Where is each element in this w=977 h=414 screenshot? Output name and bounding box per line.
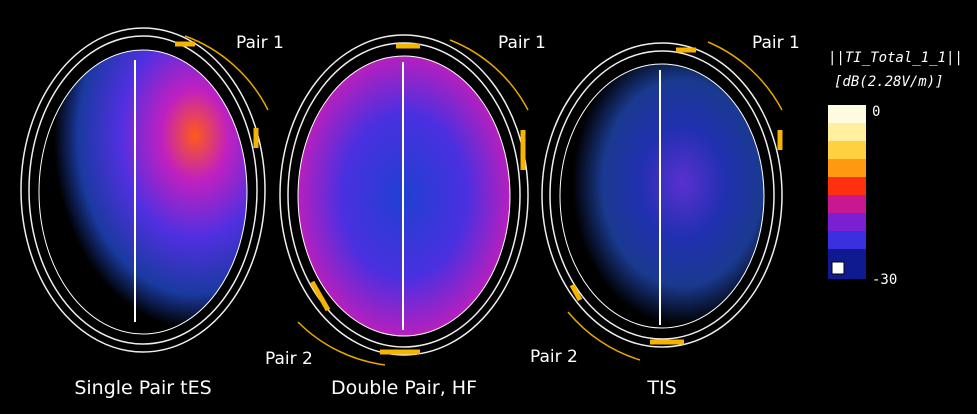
band <box>828 213 866 231</box>
panel: Pair 1 Pair 2 Double Pair, HF <box>265 33 546 399</box>
band <box>828 159 866 177</box>
colorbar-title: ||TI_Total_1_1|| <box>828 50 963 66</box>
arc <box>449 39 529 111</box>
arc <box>184 35 269 111</box>
arc <box>707 41 783 111</box>
skull <box>279 34 529 356</box>
pair-label: Pair 2 <box>265 349 313 369</box>
colorbar-tick: 0 <box>872 104 880 120</box>
panel: Pair 1 Single Pair tES <box>20 27 284 399</box>
pair-label: Pair 1 <box>498 33 546 53</box>
panel-label: TIS <box>646 377 676 399</box>
skull <box>541 42 783 348</box>
pair-label: Pair 1 <box>236 33 284 53</box>
panel-label: Single Pair tES <box>74 377 211 399</box>
band <box>828 177 866 195</box>
panel: Pair 1 Pair 2 TIS <box>530 33 800 399</box>
skull <box>549 50 775 340</box>
band <box>828 123 866 141</box>
skull <box>20 27 266 353</box>
arc <box>567 311 641 361</box>
brain <box>38 49 248 335</box>
electrode <box>569 283 583 302</box>
colorbar-title: [dB(2.28V/m)] <box>834 74 944 90</box>
panel-label: Double Pair, HF <box>331 377 477 399</box>
brain <box>559 63 765 329</box>
band <box>828 105 866 123</box>
arc <box>297 321 386 366</box>
band <box>828 195 866 213</box>
electrode <box>309 280 331 312</box>
pair-label: Pair 2 <box>530 347 578 367</box>
icon <box>831 261 845 275</box>
skull <box>287 42 521 348</box>
band <box>828 141 866 159</box>
band <box>828 231 866 249</box>
skull <box>28 35 258 345</box>
pair-label: Pair 1 <box>752 33 800 53</box>
colorbar-tick: -30 <box>872 272 897 288</box>
colorbar-bands <box>828 105 866 279</box>
colorbar: ||TI_Total_1_1|| [dB(2.28V/m)] 0 -30 <box>828 50 963 288</box>
